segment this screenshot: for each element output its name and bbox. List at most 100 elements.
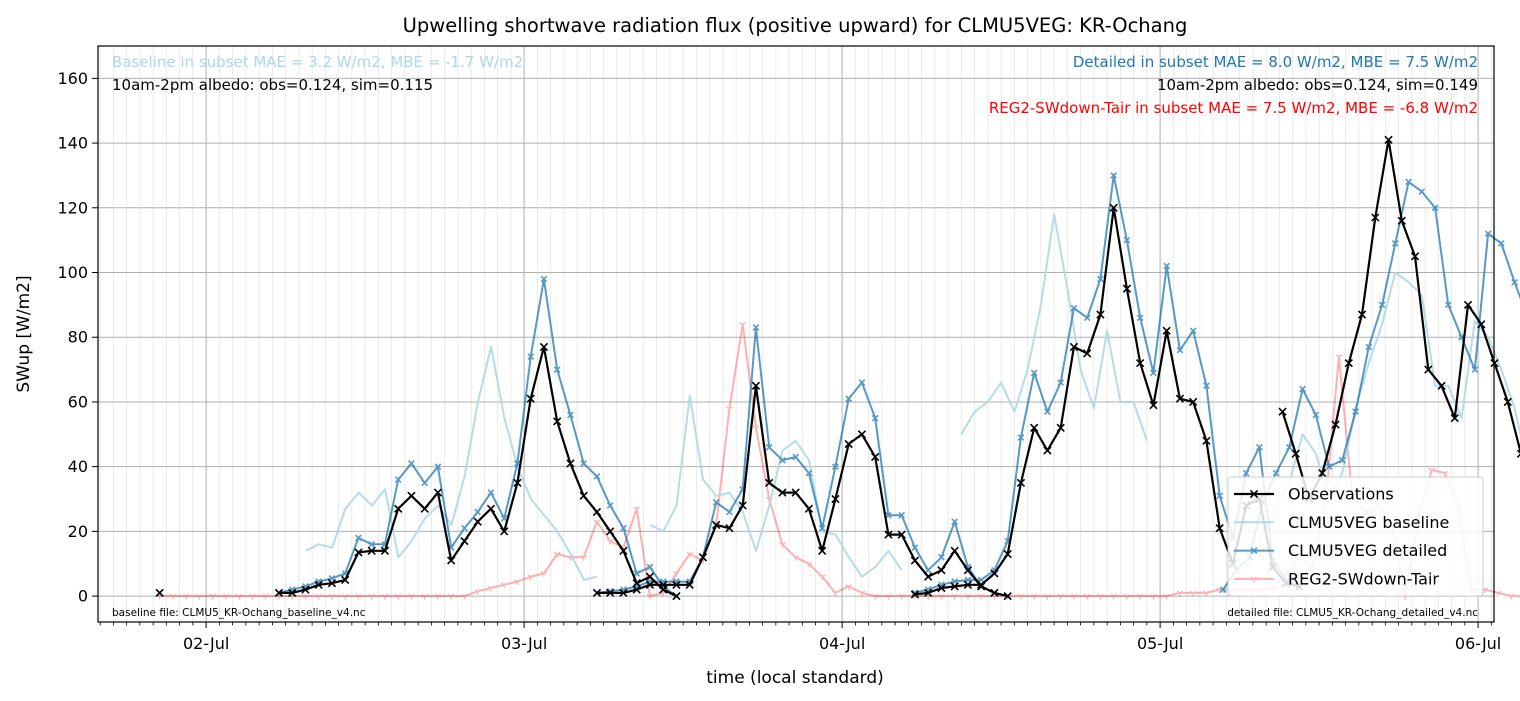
series-line-clmu5veg-detailed [1222,180,1520,591]
data-point-reg2-swdown-tair [302,593,309,600]
data-point-observations [1069,342,1079,352]
data-point-clmu5veg-detailed [726,508,733,516]
data-point-reg2-swdown-tair [209,593,217,600]
data-point-observations [1162,326,1171,335]
data-point-observations [619,546,628,555]
data-point-clmu5veg-detailed [567,411,574,419]
data-point-reg2-swdown-tair [1070,593,1078,600]
data-point-observations [1516,449,1520,458]
data-point-observations [950,546,959,555]
y-tick-label: 20 [68,522,88,541]
data-point-reg2-swdown-tair [514,579,521,586]
data-point-reg2-swdown-tair [540,571,548,577]
data-point-observations [990,569,999,578]
data-point-observations [831,494,840,504]
data-point-observations [579,491,588,500]
y-tick-label: 160 [57,69,88,88]
data-point-clmu5veg-detailed [553,366,561,373]
data-point-clmu5veg-detailed [1285,443,1293,451]
data-point-clmu5veg-detailed [1017,434,1025,441]
data-point-clmu5veg-detailed [1325,463,1333,471]
data-point-clmu5veg-detailed [938,553,945,561]
data-point-clmu5veg-detailed [1083,314,1091,322]
data-point-clmu5veg-detailed [487,489,495,496]
data-point-reg2-swdown-tair [898,593,906,600]
data-point-clmu5veg-detailed [1242,469,1250,477]
series-line-clmu5veg-baseline [960,213,1148,442]
data-point-clmu5veg-detailed [461,524,468,532]
data-point-observations [1331,420,1340,429]
detailed-albedo-annotation: 10am-2pm albedo: obs=0.124, sim=0.149 [1157,76,1478,94]
legend-label-observations: Observations [1288,485,1394,504]
data-point-reg2-swdown-tair [646,593,654,600]
data-point-reg2-swdown-tair [832,590,839,597]
data-point-reg2-swdown-tair [938,593,945,600]
data-point-observations [990,588,999,598]
data-point-reg2-swdown-tair [1441,470,1449,477]
data-point-observations [910,590,920,599]
data-point-reg2-swdown-tair [1335,354,1343,361]
data-point-clmu5veg-detailed [1216,492,1224,500]
data-point-observations [341,575,350,585]
data-point-observations [460,536,469,546]
data-point-reg2-swdown-tair [871,593,879,600]
data-point-reg2-swdown-tair [408,593,415,600]
data-point-clmu5veg-detailed [1044,408,1051,416]
data-point-reg2-swdown-tair [977,593,985,600]
data-point-reg2-swdown-tair [805,561,813,568]
legend-label-clmu5veg-baseline: CLMU5VEG baseline [1288,513,1449,532]
data-point-clmu5veg-detailed [1418,188,1426,195]
data-point-reg2-swdown-tair [673,571,680,577]
data-point-observations [871,452,880,462]
data-point-reg2-swdown-tair [1110,593,1118,600]
data-point-reg2-swdown-tair [1507,593,1515,600]
series-line-clmu5veg-baseline [649,394,903,578]
data-point-observations [1109,203,1118,212]
data-point-observations [380,546,390,555]
data-point-observations [1318,468,1327,478]
data-point-clmu5veg-detailed [1352,408,1359,416]
data-point-observations [526,394,535,403]
data-point-reg2-swdown-tair [249,593,256,600]
data-point-reg2-swdown-tair [1123,593,1131,600]
x-tick-label: 04-Jul [819,634,865,653]
data-point-clmu5veg-detailed [1272,469,1280,477]
data-point-observations [659,580,668,589]
data-point-clmu5veg-detailed [633,570,641,577]
data-point-observations [1016,478,1026,488]
data-point-observations [354,548,363,557]
data-point-reg2-swdown-tair [1163,593,1171,600]
data-point-clmu5veg-detailed [832,463,839,471]
data-point-observations [1503,397,1512,407]
data-point-clmu5veg-detailed [606,502,614,509]
data-point-observations [963,566,973,575]
legend-label-clmu5veg-detailed: CLMU5VEG detailed [1288,541,1447,560]
data-point-reg2-swdown-tair [1150,593,1157,600]
y-tick-label: 40 [68,457,88,476]
data-point-observations [500,527,509,536]
data-point-observations [1189,397,1198,407]
data-point-reg2-swdown-tair [474,588,482,595]
data-point-reg2-swdown-tair [818,574,826,581]
data-point-reg2-swdown-tair [381,593,389,600]
data-point-observations [897,530,906,539]
legend-handle-reg2-swdown-tair [1234,576,1274,583]
data-point-clmu5veg-detailed [1203,382,1210,390]
data-point-clmu5veg-detailed [1405,178,1412,186]
data-point-reg2-swdown-tair [792,554,800,561]
legend-box [1227,476,1484,597]
data-point-observations [738,501,747,510]
y-tick-label: 80 [68,328,88,347]
data-point-observations [632,585,641,594]
series-line-clmu5veg-baseline [305,345,598,581]
detailed-file-note: detailed file: CLMU5_KR-Ochang_detailed_… [1227,607,1478,619]
data-point-observations [1122,284,1132,293]
data-point-observations [712,520,721,530]
data-point-clmu5veg-detailed [1365,343,1373,351]
data-point-observations [924,572,933,581]
data-point-reg2-swdown-tair [169,593,177,600]
data-point-clmu5veg-detailed [1312,411,1320,419]
data-point-clmu5veg-detailed [1189,327,1197,335]
data-point-reg2-swdown-tair [355,593,362,600]
